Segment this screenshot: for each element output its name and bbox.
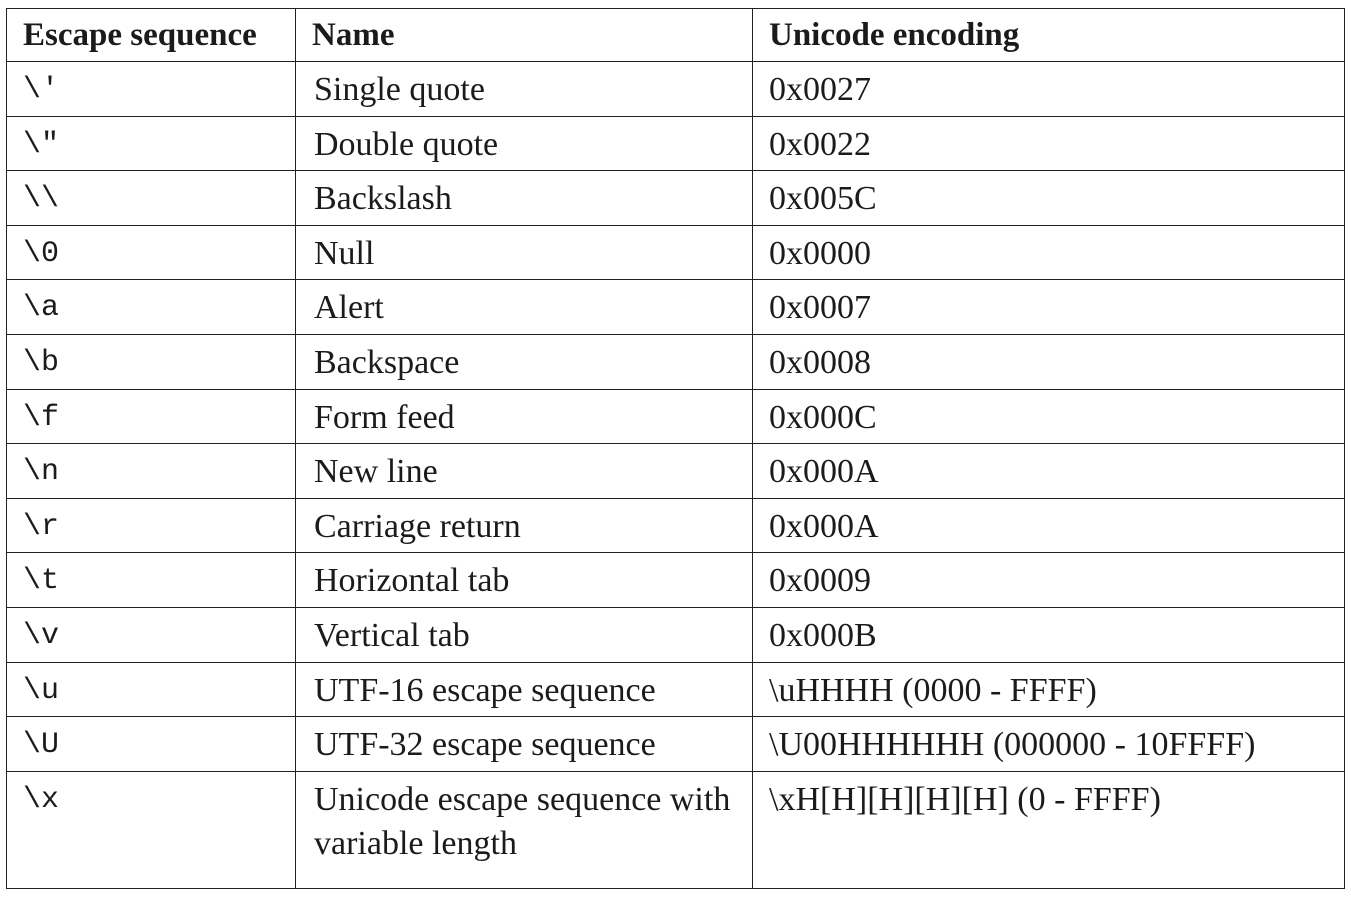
cell-escape-sequence: \x [6, 770, 296, 889]
table-row: \n New line 0x000A [6, 443, 1345, 499]
cell-unicode-encoding: 0x0007 [752, 279, 1345, 335]
table-row: \0 Null 0x0000 [6, 224, 1345, 281]
cell-name: Null [295, 224, 753, 281]
table-header: Escape sequence Name Unicode encoding [6, 8, 1345, 62]
cell-unicode-encoding: \uHHHH (0000 - FFFF) [752, 661, 1345, 718]
cell-name: Vertical tab [295, 606, 753, 663]
cell-escape-sequence: \\ [6, 170, 296, 226]
cell-name: Backspace [295, 333, 753, 390]
table-row: \u UTF-16 escape sequence \uHHHH (0000 -… [6, 661, 1345, 718]
cell-unicode-encoding: 0x005C [752, 170, 1345, 226]
cell-escape-sequence: \″ [6, 115, 296, 172]
table-row: \b Backspace 0x0008 [6, 333, 1345, 390]
table-row: \′ Single quote 0x0027 [6, 61, 1345, 117]
cell-unicode-encoding: \xH[H][H][H][H] (0 - FFFF) [752, 770, 1345, 889]
cell-name: Form feed [295, 388, 753, 445]
table-row: \t Horizontal tab 0x0009 [6, 552, 1345, 608]
header-name: Name [295, 8, 753, 62]
cell-name: Carriage return [295, 497, 753, 554]
cell-name: Unicode escape sequence with variable le… [295, 770, 753, 889]
header-escape-sequence: Escape sequence [6, 8, 296, 62]
header-unicode-encoding: Unicode encoding [752, 8, 1345, 62]
cell-escape-sequence: \b [6, 333, 296, 390]
cell-escape-sequence: \U [6, 716, 296, 772]
cell-unicode-encoding: 0x000B [752, 606, 1345, 663]
cell-unicode-encoding: 0x000A [752, 443, 1345, 499]
cell-unicode-encoding: 0x0008 [752, 333, 1345, 390]
cell-escape-sequence: \u [6, 661, 296, 718]
cell-escape-sequence: \′ [6, 61, 296, 117]
cell-unicode-encoding: 0x0000 [752, 224, 1345, 281]
cell-unicode-encoding: 0x000C [752, 388, 1345, 445]
table-row: \a Alert 0x0007 [6, 279, 1345, 335]
cell-escape-sequence: \f [6, 388, 296, 445]
cell-escape-sequence: \v [6, 606, 296, 663]
table-row: \v Vertical tab 0x000B [6, 606, 1345, 663]
cell-name: Backslash [295, 170, 753, 226]
cell-name: UTF-16 escape sequence [295, 661, 753, 718]
header-row: Escape sequence Name Unicode encoding [6, 8, 1345, 62]
cell-name: UTF-32 escape sequence [295, 716, 753, 772]
cell-unicode-encoding: \U00HHHHHH (000000 - 10FFFF) [752, 716, 1345, 772]
cell-escape-sequence: \a [6, 279, 296, 335]
cell-escape-sequence: \t [6, 552, 296, 608]
cell-unicode-encoding: 0x0009 [752, 552, 1345, 608]
table-row: \f Form feed 0x000C [6, 388, 1345, 445]
table-body: \′ Single quote 0x0027 \″ Double quote 0… [6, 61, 1345, 889]
cell-escape-sequence: \0 [6, 224, 296, 281]
table-row: \x Unicode escape sequence with variable… [6, 770, 1345, 889]
cell-name: Single quote [295, 61, 753, 117]
cell-unicode-encoding: 0x0027 [752, 61, 1345, 117]
table-row: \\ Backslash 0x005C [6, 170, 1345, 226]
table-row: \U UTF-32 escape sequence \U00HHHHHH (00… [6, 716, 1345, 772]
cell-escape-sequence: \n [6, 443, 296, 499]
cell-name: Horizontal tab [295, 552, 753, 608]
table-row: \″ Double quote 0x0022 [6, 115, 1345, 172]
cell-name: Double quote [295, 115, 753, 172]
cell-unicode-encoding: 0x0022 [752, 115, 1345, 172]
cell-unicode-encoding: 0x000A [752, 497, 1345, 554]
cell-escape-sequence: \r [6, 497, 296, 554]
escape-sequence-table: Escape sequence Name Unicode encoding \′… [6, 8, 1345, 889]
table-row: \r Carriage return 0x000A [6, 497, 1345, 554]
cell-name: New line [295, 443, 753, 499]
cell-name: Alert [295, 279, 753, 335]
